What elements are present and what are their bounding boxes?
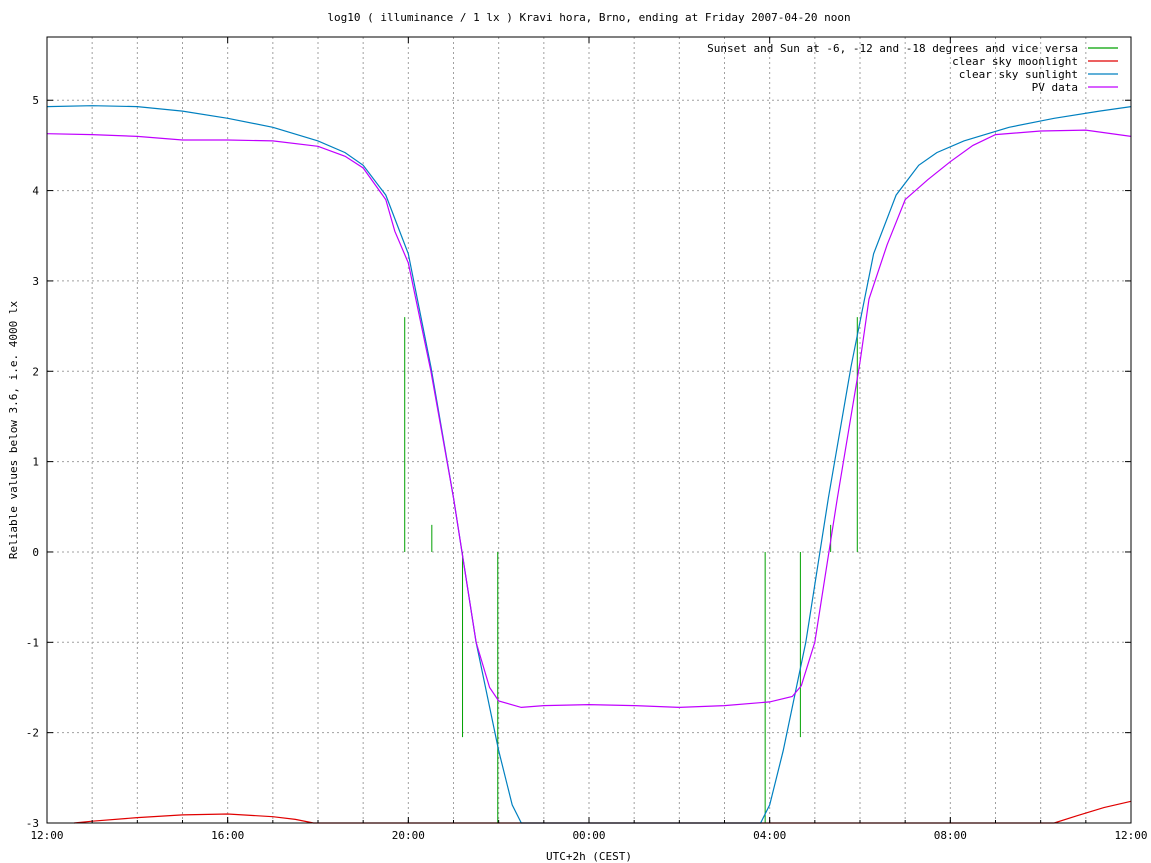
x-tick-label: 20:00 (392, 829, 425, 842)
legend-label: PV data (1032, 81, 1078, 94)
y-tick-label: 1 (32, 456, 39, 469)
legend: Sunset and Sun at -6, -12 and -18 degree… (707, 42, 1118, 94)
series-1 (74, 800, 1132, 824)
grid (47, 37, 1131, 823)
y-tick-label: 2 (32, 365, 39, 378)
x-tick-label: 08:00 (934, 829, 967, 842)
series-line (46, 129, 1132, 709)
x-axis-label: UTC+2h (CEST) (546, 850, 632, 863)
series-layer (46, 105, 1132, 824)
y-tick-label: -3 (26, 817, 39, 830)
x-tick-label: 12:00 (30, 829, 63, 842)
y-tick-label: 3 (32, 275, 39, 288)
legend-label: clear sky moonlight (952, 55, 1078, 68)
legend-label: clear sky sunlight (959, 68, 1078, 81)
y-tick-label: -2 (26, 727, 39, 740)
x-tick-label: 16:00 (211, 829, 244, 842)
y-axis-label: Reliable values below 3.6, i.e. 4000 lx (7, 300, 20, 559)
x-tick-label: 12:00 (1114, 829, 1147, 842)
x-tick-label: 04:00 (753, 829, 786, 842)
x-tick-label: 00:00 (572, 829, 605, 842)
y-tick-label: 0 (32, 546, 39, 559)
series-0 (404, 317, 858, 823)
y-tick-label: 5 (32, 94, 39, 107)
series-2 (46, 105, 1132, 824)
series-3 (46, 129, 1132, 709)
y-tick-label: -1 (26, 636, 39, 649)
series-line (46, 105, 1132, 824)
chart-title: log10 ( illuminance / 1 lx ) Kravi hora,… (327, 11, 850, 24)
tick-layer: -3 -2 -1 0 1 2 3 4 5 12:00 16:00 20:00 00:00 04:00 08:… (26, 37, 1148, 842)
series-line (74, 800, 1132, 824)
legend-label: Sunset and Sun at -6, -12 and -18 degree… (707, 42, 1078, 55)
y-tick-label: 4 (32, 185, 39, 198)
